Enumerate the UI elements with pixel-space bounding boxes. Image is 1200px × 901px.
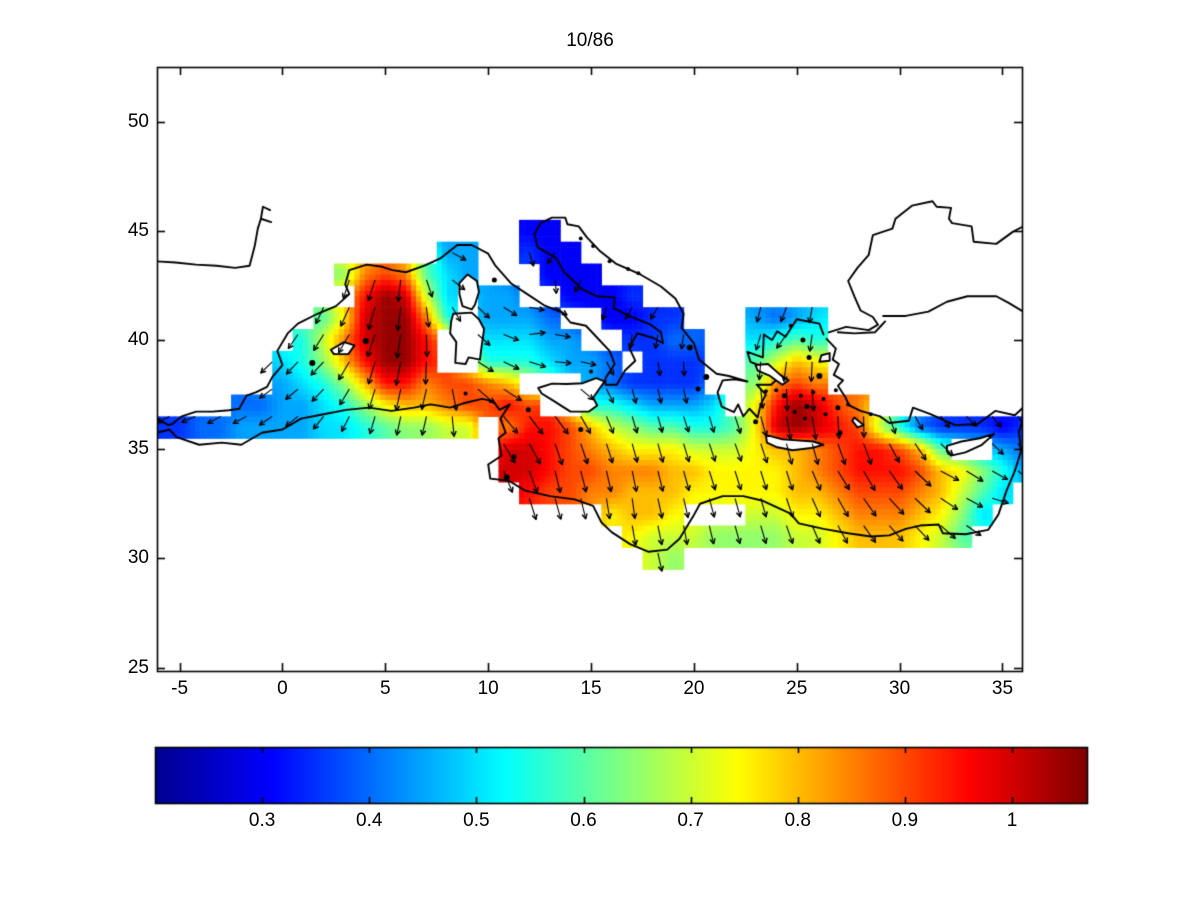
y-tick-label: 40: [127, 328, 149, 350]
colorbar-tick-label: 0.3: [248, 810, 276, 831]
colorbar-tick-label: 0.9: [891, 810, 919, 831]
y-tick-label: 50: [127, 110, 149, 132]
colorbar-tick-label: 0.4: [356, 810, 383, 831]
y-tick-label: 45: [127, 219, 149, 241]
colorbar-tick-label: 0.5: [463, 810, 490, 831]
x-tick-label: 25: [786, 678, 808, 699]
colorbar-tick-label: 0.7: [677, 810, 704, 831]
x-tick-label: 35: [991, 678, 1014, 699]
x-tick-label: 20: [683, 678, 705, 699]
y-tick-label: 25: [127, 656, 149, 678]
colorbar-tick-label: 1: [1006, 810, 1018, 831]
colorbar-tick-label: 0.8: [784, 810, 811, 831]
y-tick-label: 30: [127, 547, 149, 569]
x-tick-label: 5: [380, 678, 391, 699]
colorbar-tick-label: 0.6: [570, 810, 597, 831]
x-tick-label: 15: [580, 678, 602, 699]
plot-title: 10/86: [566, 30, 614, 51]
y-tick-label: 35: [127, 438, 149, 460]
x-tick-label: 10: [477, 678, 499, 699]
x-tick-label: 30: [889, 678, 911, 699]
x-tick-label: 0: [277, 678, 288, 699]
x-tick-label: -5: [171, 678, 189, 699]
